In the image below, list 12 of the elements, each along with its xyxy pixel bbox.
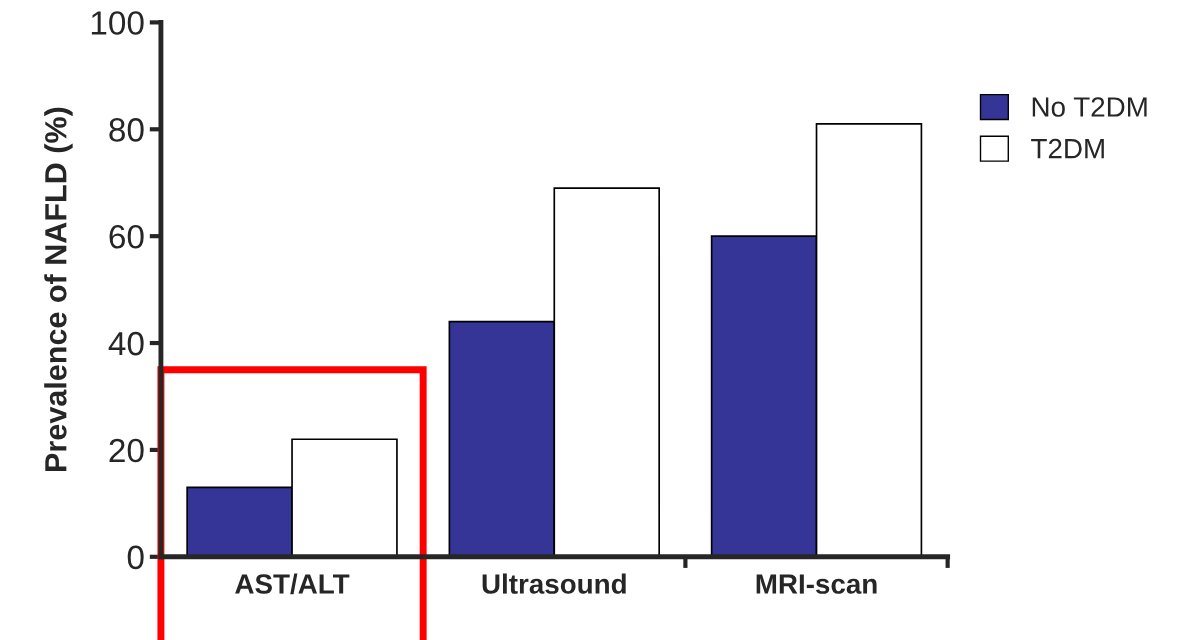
- y-tick-label: 40: [108, 331, 144, 356]
- y-tick-label: 20: [109, 438, 144, 463]
- legend-label: T2DM: [1031, 138, 1104, 159]
- y-tick-label: 0: [127, 545, 144, 570]
- x-tick-label: AST/ALT: [235, 573, 350, 595]
- y-tick-label: 80: [109, 118, 144, 142]
- y-tick-label: 60: [109, 224, 144, 249]
- legend-label: No T2DM: [1032, 97, 1147, 117]
- y-tick-label: 100: [91, 11, 144, 35]
- x-tick-label: MRI-scan: [756, 574, 877, 594]
- x-tick-label: Ultrasound: [482, 573, 626, 594]
- y-axis-title: Prevalence of NAFLD (%): [44, 107, 73, 471]
